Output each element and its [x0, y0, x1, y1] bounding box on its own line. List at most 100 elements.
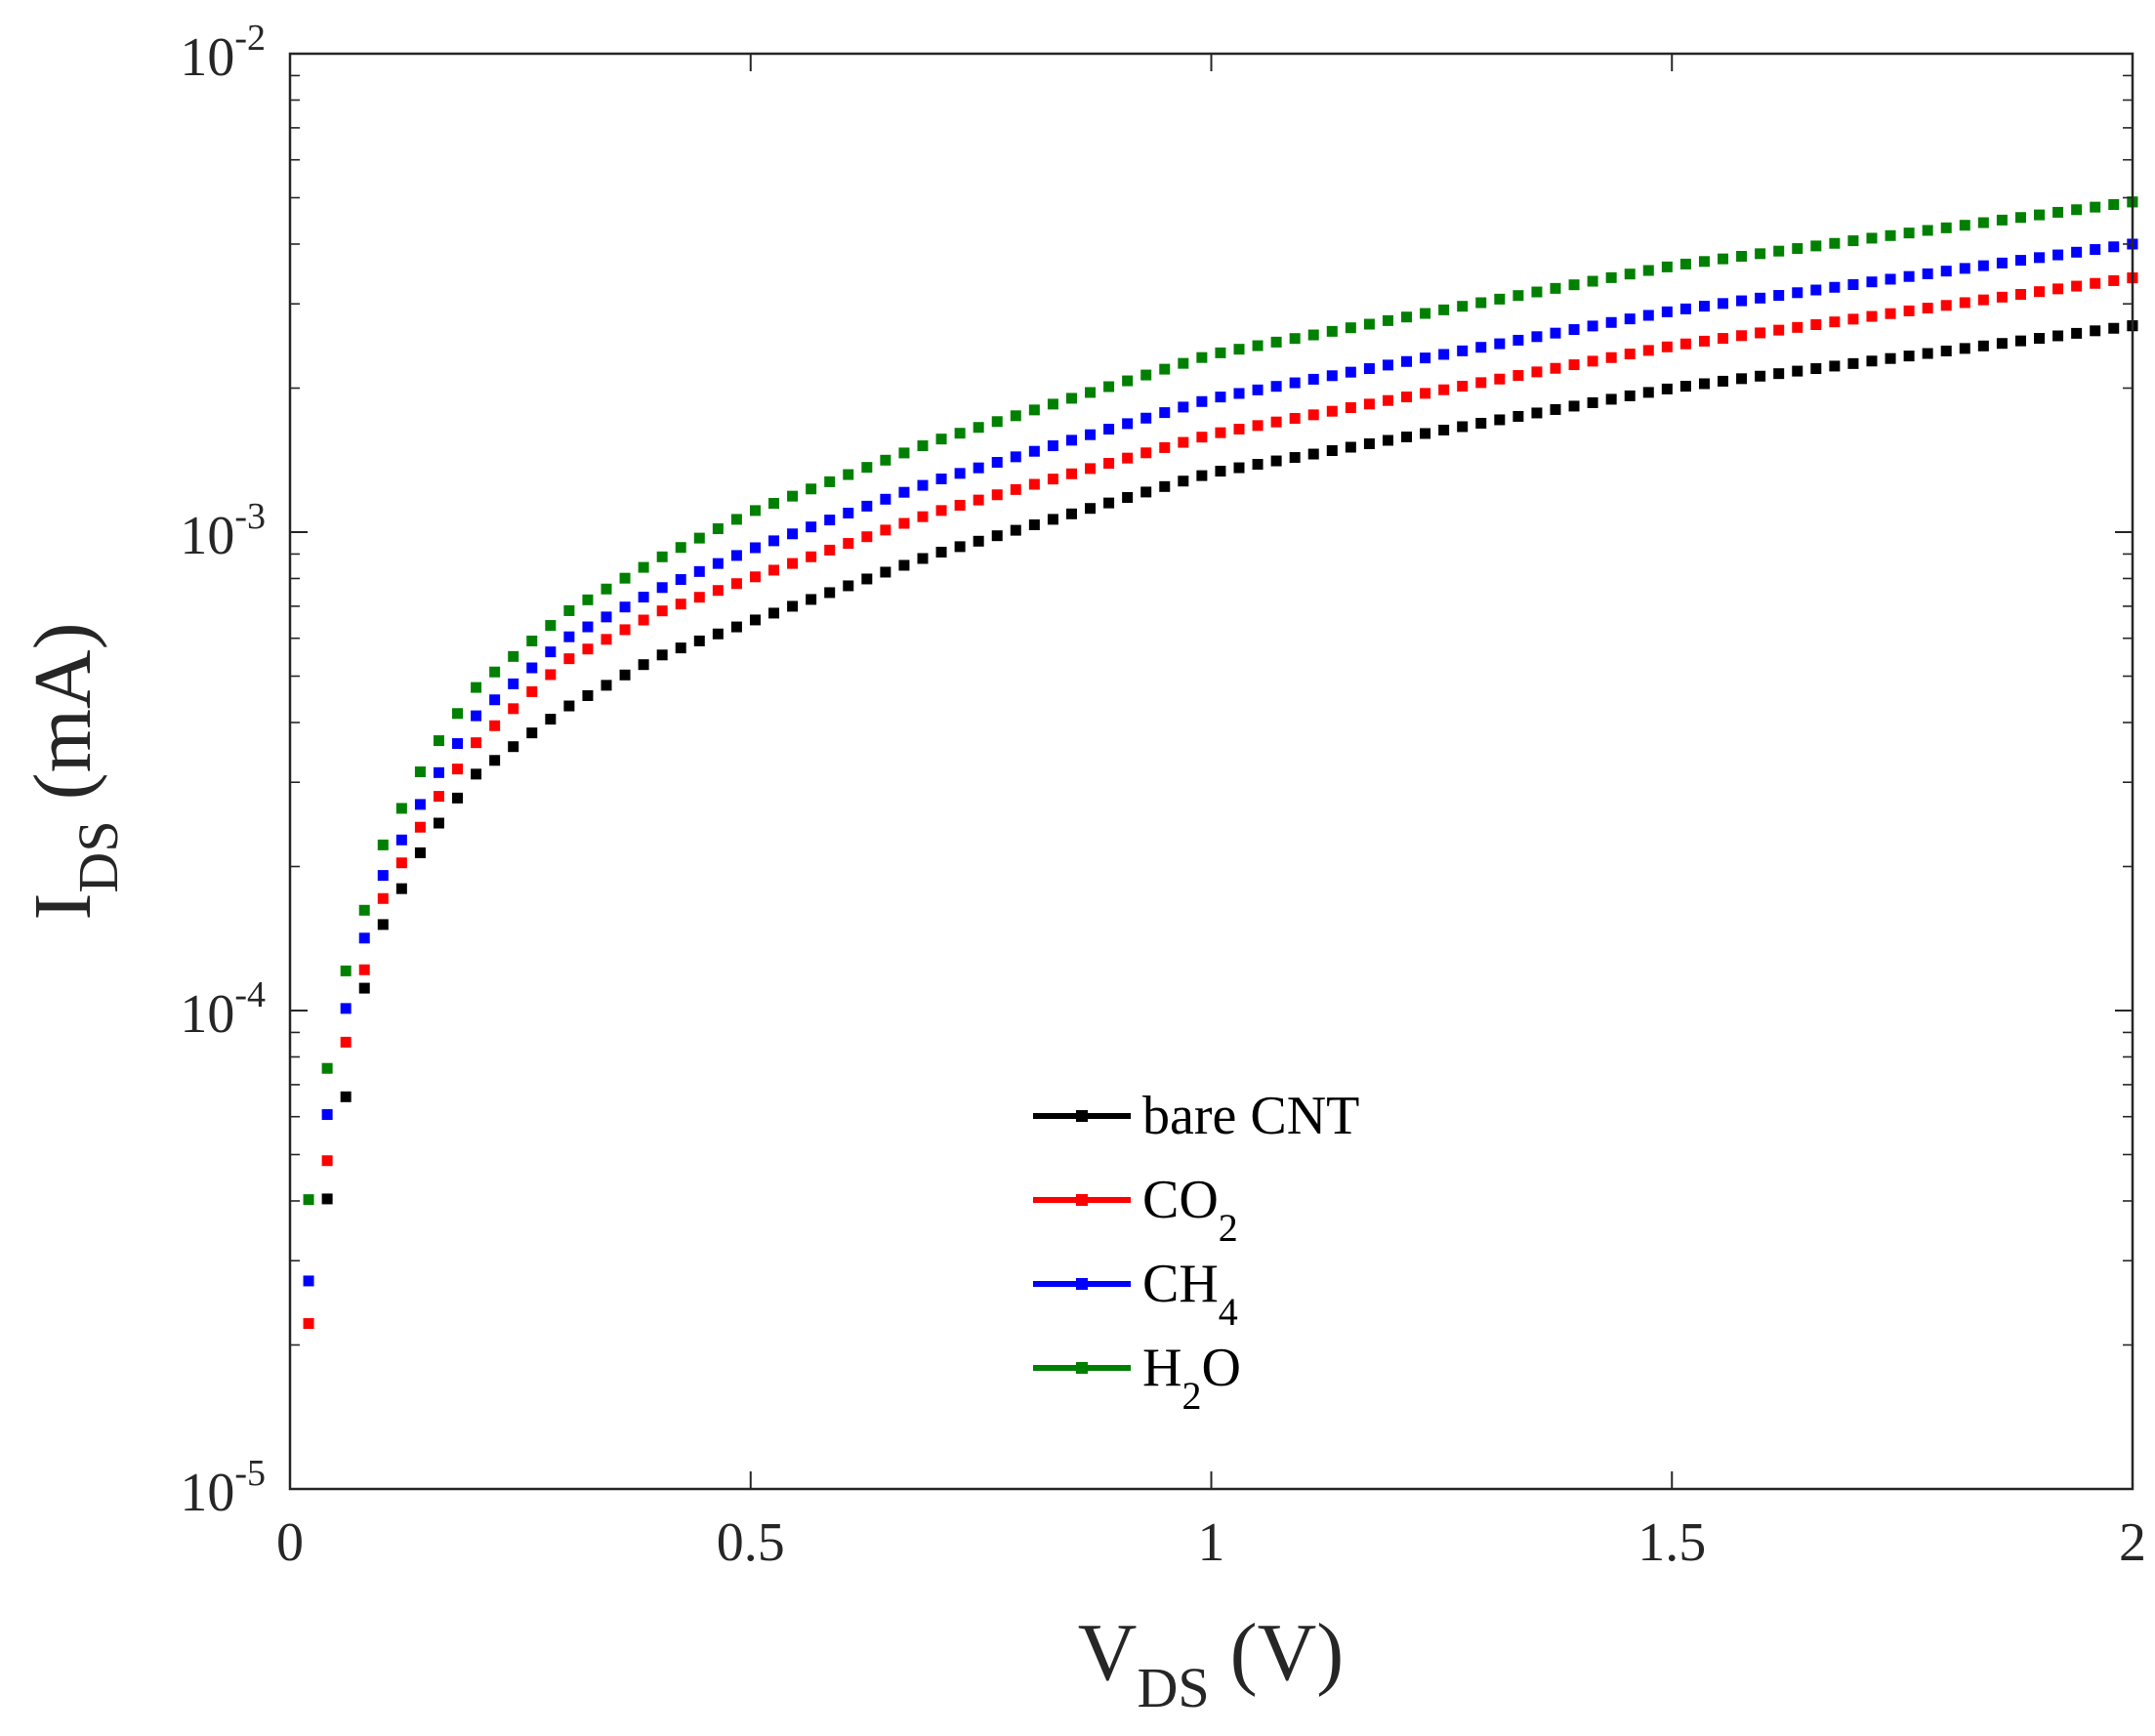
data-point	[433, 817, 444, 829]
data-point	[712, 558, 724, 569]
y-tick-label-base: 10	[180, 506, 234, 566]
data-point	[1587, 320, 1598, 332]
data-point	[1085, 429, 1097, 440]
legend-item-co2: CO2	[1033, 1170, 1238, 1250]
data-point	[1513, 334, 1524, 346]
data-point	[414, 799, 426, 810]
data-point	[1401, 311, 1413, 323]
legend-label-part: H	[1142, 1338, 1181, 1398]
y-axis-label: IDS (mA)	[18, 622, 130, 920]
data-point	[1215, 466, 1226, 477]
data-point	[526, 635, 538, 646]
y-tick-label-base: 10	[180, 27, 234, 88]
data-point	[675, 574, 686, 586]
data-point	[1810, 363, 1822, 375]
data-point	[433, 735, 444, 747]
data-point	[1122, 418, 1134, 430]
data-point	[1065, 393, 1077, 404]
data-point	[471, 710, 482, 722]
data-point	[1977, 294, 1989, 306]
legend-label-part: 2	[1219, 1206, 1238, 1250]
data-point	[1829, 237, 1841, 249]
data-point	[1718, 298, 1729, 310]
data-point	[1178, 436, 1189, 448]
data-point	[1307, 373, 1319, 385]
data-point	[1252, 384, 1264, 395]
data-point	[471, 737, 482, 749]
data-point	[730, 621, 742, 633]
y-axis-label-sub: DS	[66, 820, 130, 892]
data-point	[1531, 286, 1543, 298]
data-point	[1401, 392, 1413, 403]
data-point	[1829, 281, 1841, 293]
data-point	[1270, 381, 1282, 393]
data-point	[303, 1318, 314, 1330]
data-point	[1028, 519, 1040, 531]
data-point	[1792, 321, 1803, 333]
data-point	[545, 620, 557, 632]
data-point	[452, 792, 464, 804]
data-point	[1642, 310, 1654, 321]
data-point	[898, 559, 910, 571]
data-point	[1866, 232, 1878, 244]
data-point	[2090, 277, 2101, 289]
data-point	[1307, 329, 1319, 341]
data-point	[1903, 351, 1915, 362]
data-point	[433, 766, 444, 778]
data-point	[2071, 246, 2083, 258]
data-point	[656, 582, 668, 594]
tick-layer	[289, 53, 2134, 1490]
data-point	[2071, 327, 2083, 339]
data-point	[1792, 365, 1803, 377]
data-point	[730, 550, 742, 561]
data-point	[1661, 383, 1673, 394]
data-point	[545, 714, 557, 725]
data-point	[1289, 333, 1301, 345]
data-point	[1531, 331, 1543, 343]
data-point	[563, 653, 575, 665]
data-point	[749, 614, 761, 626]
data-point	[358, 904, 370, 916]
data-point	[1289, 452, 1301, 464]
data-point	[1233, 344, 1245, 355]
data-point	[508, 678, 519, 689]
data-point	[1847, 235, 1859, 247]
data-point	[1996, 338, 2008, 350]
legend-marker-h2o	[1076, 1362, 1088, 1374]
data-point	[1196, 432, 1208, 443]
data-point	[861, 500, 873, 512]
legend-label-part: bare CNT	[1142, 1086, 1359, 1146]
data-point	[452, 708, 464, 720]
data-point	[321, 1193, 333, 1205]
data-point	[1698, 256, 1710, 268]
data-point	[1215, 392, 1226, 403]
data-point	[1420, 388, 1431, 399]
data-point	[1959, 263, 1970, 274]
data-point	[1010, 524, 1021, 536]
data-point	[1736, 330, 1748, 342]
data-point	[1866, 310, 1878, 322]
data-point	[545, 669, 557, 681]
data-point	[693, 635, 705, 646]
data-point	[973, 422, 984, 434]
legend-label-part: 4	[1219, 1290, 1238, 1334]
data-point	[1196, 395, 1208, 407]
data-point	[898, 517, 910, 529]
data-point	[582, 621, 594, 633]
data-point	[768, 564, 780, 576]
data-point	[489, 720, 501, 731]
data-point	[1922, 225, 1933, 236]
data-point	[1326, 370, 1338, 382]
data-point	[303, 1275, 314, 1287]
data-point	[1959, 297, 1970, 309]
data-point	[973, 494, 984, 506]
data-point	[1028, 404, 1040, 416]
data-point	[582, 689, 594, 701]
data-point	[1885, 352, 1896, 364]
legend-label-part: CO	[1142, 1170, 1219, 1230]
data-point	[768, 607, 780, 619]
data-point	[1401, 432, 1413, 443]
data-point	[991, 489, 1003, 501]
data-point	[1605, 271, 1617, 283]
data-point	[880, 566, 891, 578]
